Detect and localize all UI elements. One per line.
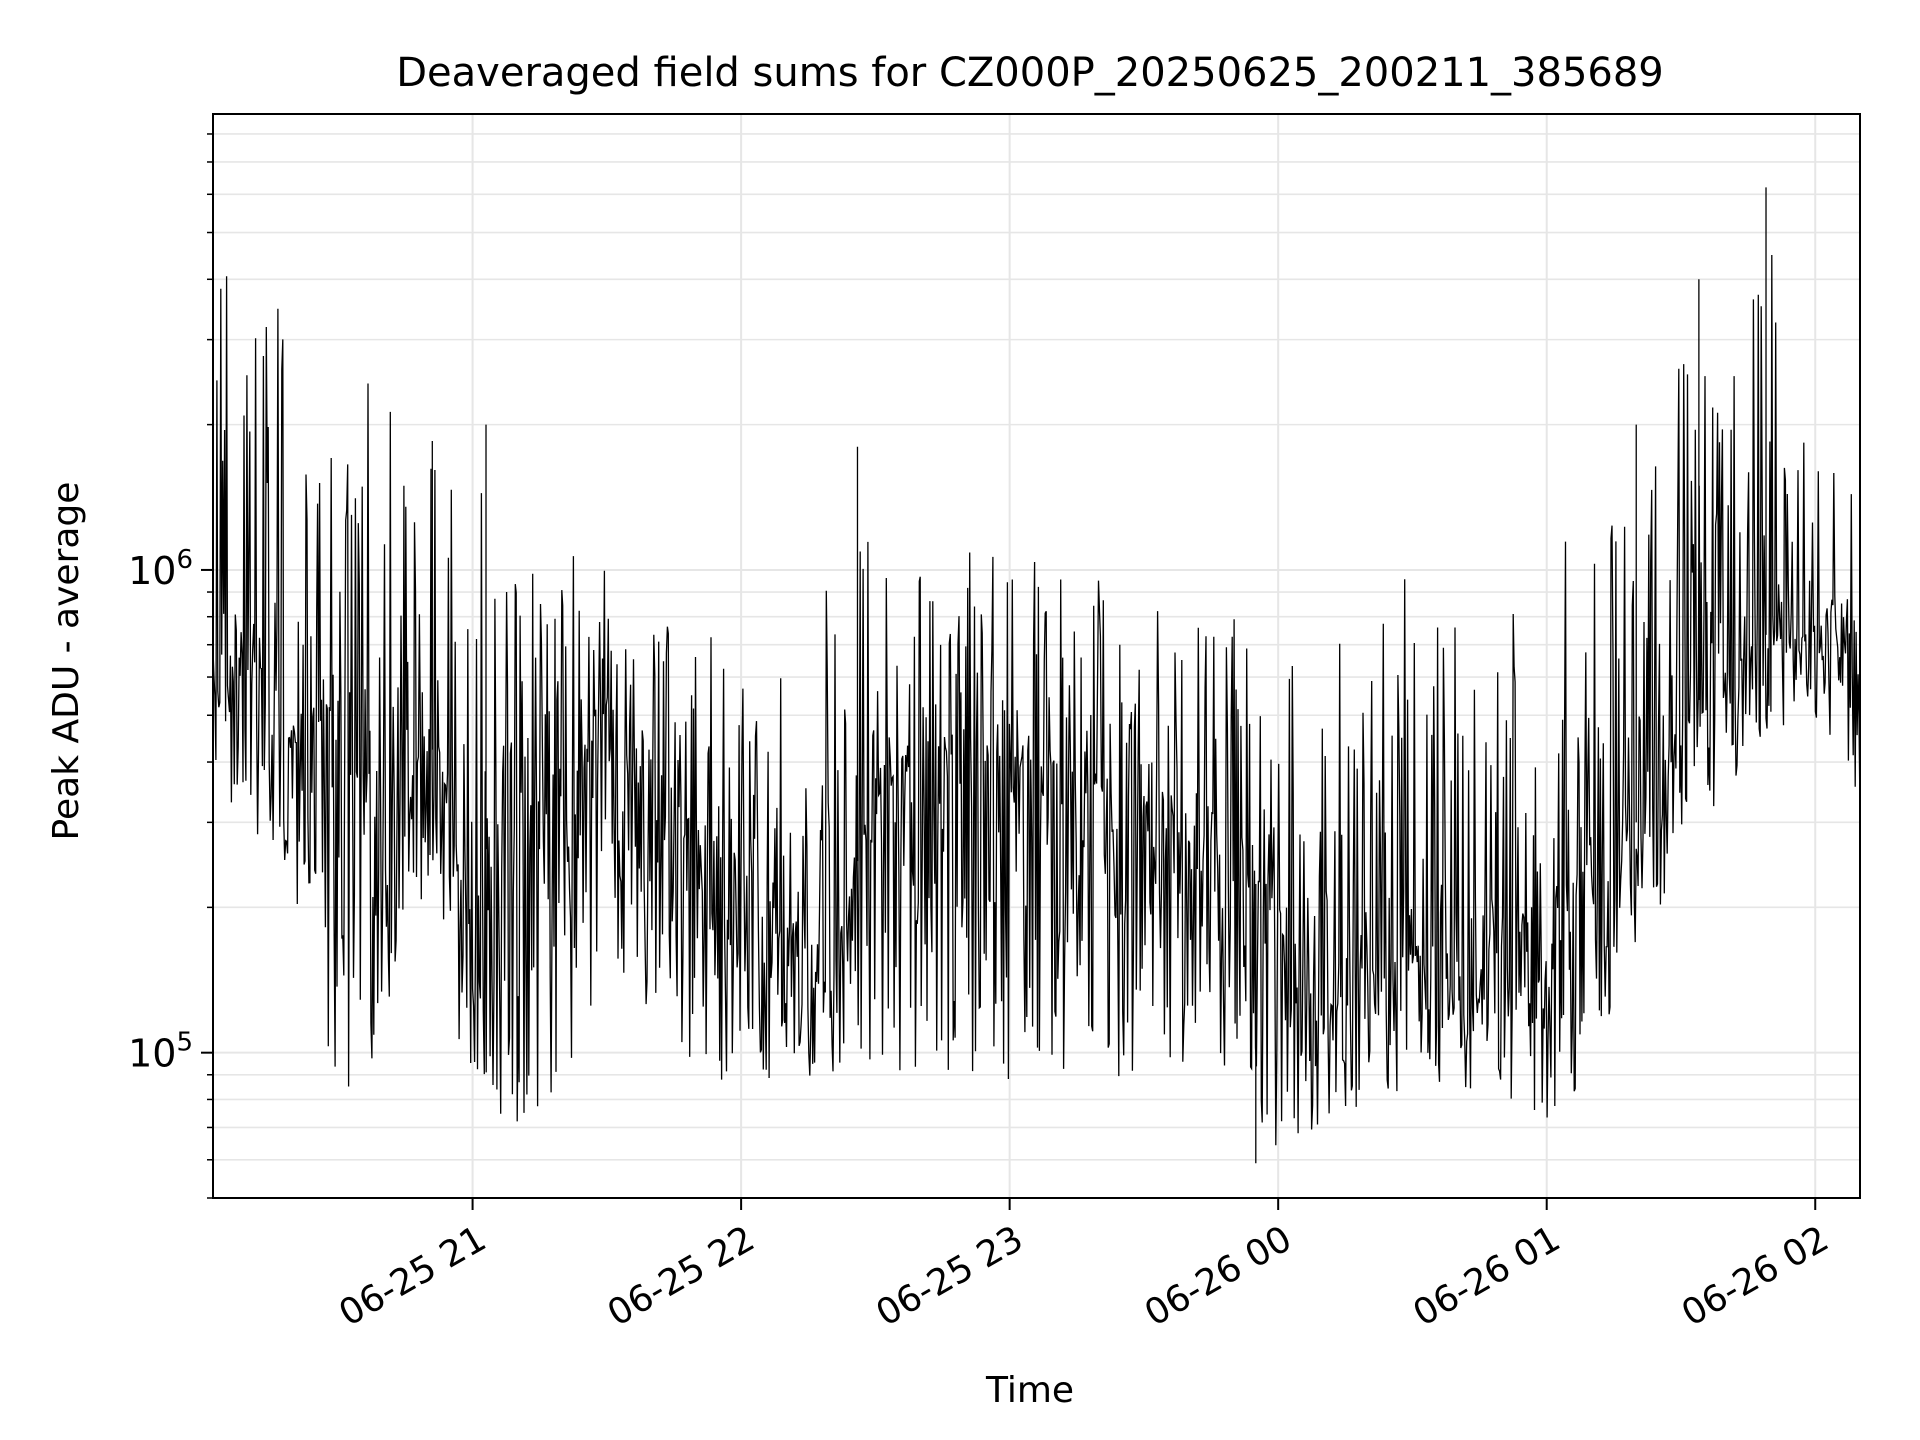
plot-frame: [212, 113, 1861, 1199]
series-line: [212, 254, 1861, 1146]
x-axis-label: Time: [985, 1370, 1074, 1411]
chart-title: Deaveraged field sums for CZ000P_2025062…: [396, 50, 1664, 96]
y-tick-label-base: 10: [128, 1032, 176, 1076]
y-axis-label: Peak ADU - average: [46, 482, 87, 841]
y-tick-label-exp: 5: [176, 1028, 193, 1058]
y-tick-label-exp: 6: [176, 545, 193, 575]
y-tick-label-base: 10: [128, 549, 176, 593]
y-tick-label: 106: [128, 545, 193, 593]
series-layer: [212, 187, 1861, 1164]
y-tick-label: 105: [128, 1028, 193, 1076]
